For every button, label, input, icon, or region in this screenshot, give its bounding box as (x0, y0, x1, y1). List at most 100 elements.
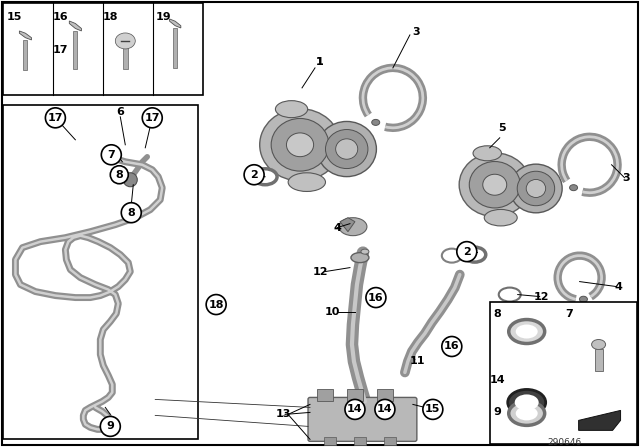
Ellipse shape (509, 164, 562, 213)
Ellipse shape (459, 153, 531, 216)
Ellipse shape (515, 394, 539, 410)
Bar (3, 3, 203, 95)
Text: 14: 14 (490, 375, 506, 385)
Text: 8: 8 (127, 208, 135, 218)
Text: 15: 15 (425, 405, 440, 414)
Circle shape (345, 400, 365, 419)
Text: 11: 11 (410, 357, 426, 366)
Text: 16: 16 (52, 12, 68, 22)
Text: 3: 3 (623, 173, 630, 183)
Ellipse shape (483, 174, 507, 195)
Circle shape (442, 336, 462, 357)
Polygon shape (170, 19, 181, 28)
Ellipse shape (351, 253, 369, 263)
Text: 4: 4 (333, 223, 341, 233)
Circle shape (124, 173, 137, 187)
Text: 13: 13 (275, 409, 291, 419)
Circle shape (366, 288, 386, 308)
Bar (377, 389, 393, 401)
Ellipse shape (275, 101, 308, 118)
Text: 2: 2 (250, 170, 258, 180)
Ellipse shape (473, 146, 502, 161)
Ellipse shape (508, 389, 546, 415)
Circle shape (110, 166, 128, 184)
Ellipse shape (509, 401, 545, 426)
Ellipse shape (516, 406, 538, 420)
Ellipse shape (509, 319, 545, 344)
Circle shape (244, 165, 264, 185)
Ellipse shape (372, 120, 380, 125)
FancyBboxPatch shape (308, 397, 417, 441)
Ellipse shape (271, 118, 329, 171)
Circle shape (457, 241, 477, 262)
Text: 14: 14 (377, 405, 393, 414)
Bar (354, 437, 366, 445)
Ellipse shape (317, 121, 376, 177)
Text: 8: 8 (494, 309, 502, 319)
Ellipse shape (579, 296, 588, 302)
Text: 1: 1 (316, 57, 324, 67)
Bar (324, 437, 336, 445)
Bar (490, 302, 637, 444)
Text: 7: 7 (108, 150, 115, 160)
Ellipse shape (526, 180, 546, 198)
Text: 19: 19 (156, 12, 171, 22)
Text: 6: 6 (116, 107, 124, 117)
Ellipse shape (288, 173, 326, 191)
Bar (384, 437, 396, 445)
Ellipse shape (516, 324, 538, 339)
Circle shape (101, 145, 122, 165)
Circle shape (375, 400, 395, 419)
Text: 4: 4 (614, 282, 623, 292)
Circle shape (45, 108, 65, 128)
Polygon shape (340, 218, 355, 232)
Text: 5: 5 (498, 123, 506, 133)
Text: 12: 12 (534, 292, 549, 302)
Bar (123, 47, 128, 69)
Text: 17: 17 (52, 45, 68, 55)
Bar (347, 389, 363, 401)
Ellipse shape (570, 185, 577, 191)
Ellipse shape (517, 171, 555, 206)
Bar (317, 389, 333, 401)
Polygon shape (69, 21, 81, 31)
Text: 290646: 290646 (547, 438, 582, 447)
Ellipse shape (339, 218, 367, 236)
Text: 9: 9 (494, 407, 502, 418)
Bar (595, 349, 603, 371)
Text: 8: 8 (115, 170, 123, 180)
Polygon shape (579, 410, 621, 431)
Text: 7: 7 (564, 309, 573, 319)
Text: 15: 15 (7, 12, 22, 22)
Circle shape (122, 202, 141, 223)
Ellipse shape (335, 139, 358, 159)
Ellipse shape (326, 129, 368, 168)
Text: 18: 18 (102, 12, 118, 22)
Circle shape (100, 416, 120, 436)
Text: 16: 16 (368, 293, 384, 302)
Bar (74, 31, 77, 69)
Ellipse shape (591, 340, 605, 349)
Circle shape (142, 108, 162, 128)
Text: 17: 17 (47, 113, 63, 123)
Text: 17: 17 (145, 113, 160, 123)
Ellipse shape (287, 133, 314, 157)
Ellipse shape (361, 249, 369, 254)
Ellipse shape (115, 33, 135, 49)
Circle shape (206, 295, 226, 314)
Text: 9: 9 (106, 422, 115, 431)
Ellipse shape (469, 162, 520, 208)
Text: 2: 2 (463, 247, 470, 257)
Bar (24, 40, 28, 70)
Ellipse shape (484, 210, 517, 226)
Text: 16: 16 (444, 341, 460, 352)
Ellipse shape (260, 109, 340, 181)
Text: 10: 10 (324, 306, 340, 317)
Text: 14: 14 (347, 405, 363, 414)
Text: 12: 12 (312, 267, 328, 276)
Polygon shape (19, 31, 31, 40)
Text: 18: 18 (209, 300, 224, 310)
Bar (3, 105, 198, 439)
Text: 3: 3 (412, 27, 420, 37)
Text: 1: 1 (316, 57, 324, 67)
